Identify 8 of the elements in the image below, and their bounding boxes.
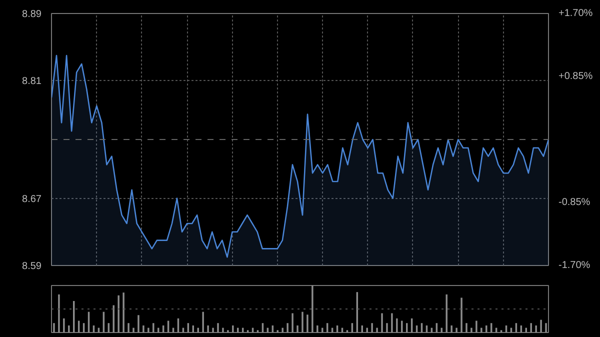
y2-tick-label: +0.85% [558,71,593,82]
y-tick-label: 8.67 [22,194,42,205]
y-tick-label: 8.59 [22,261,42,272]
y2-tick-label: -0.85% [558,197,590,208]
y-tick-label: 8.81 [22,76,42,88]
y2-tick-label: -1.70% [558,260,590,271]
y-tick-label: 8.89 [22,9,42,20]
y2-tick-label: +1.70% [558,8,593,19]
